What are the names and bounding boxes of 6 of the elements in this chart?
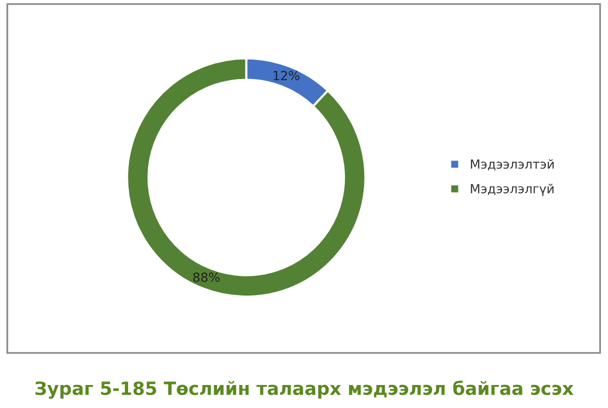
data-label: 88% [193,272,220,282]
data-label: 12% [274,70,300,80]
donut-slice [126,57,366,298]
legend-label: Мэдээлэлгүй [470,184,554,196]
legend-label: Мэдээлэлтэй [470,159,554,170]
text: Зураг 5-185 Төслийн талаарх мэдээлэл байгаа эсэх [35,380,574,399]
